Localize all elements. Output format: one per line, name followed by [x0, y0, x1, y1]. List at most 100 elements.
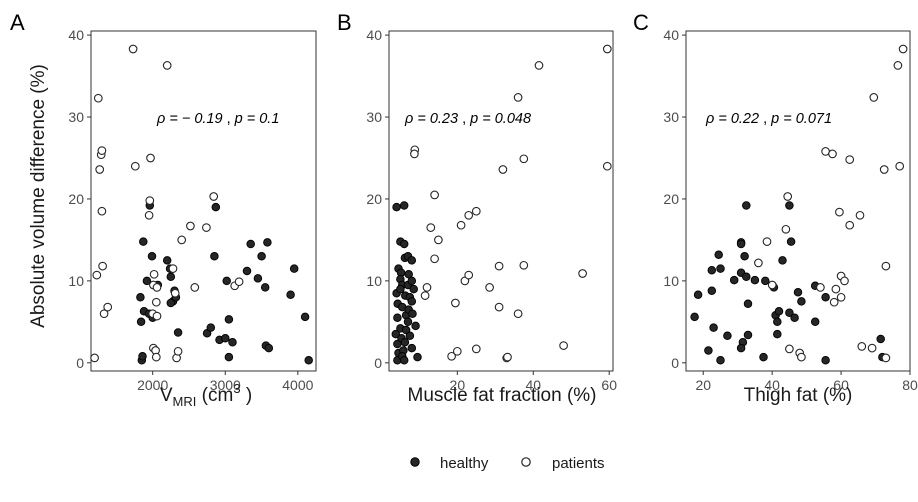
x-title-sub-a: MRI: [173, 394, 197, 409]
patient-point: [209, 192, 219, 201]
annotation-p-a: p = 0.1: [234, 111, 280, 127]
healthy-point: [723, 331, 732, 341]
healthy-point: [742, 201, 751, 210]
healthy-point: [392, 202, 401, 212]
patient-point: [845, 220, 855, 230]
patient-point: [471, 206, 481, 216]
patient-point: [426, 223, 436, 232]
y-tick-label: 30: [366, 109, 382, 125]
patient-point: [836, 292, 846, 302]
patient-point: [578, 269, 587, 278]
patient-point: [162, 61, 172, 70]
patient-point: [97, 206, 107, 216]
annotation-c: ρ = 0.22 , p = 0.071: [705, 111, 832, 127]
patient-point: [816, 283, 825, 292]
x-axis-title-c: Thigh fat (%): [744, 385, 853, 406]
annotation-sep-a: ,: [223, 111, 235, 127]
healthy-point: [242, 266, 252, 276]
healthy-point: [690, 312, 699, 322]
patient-point: [513, 93, 523, 102]
patient-point: [534, 61, 544, 70]
healthy-point: [729, 275, 739, 285]
healthy-point: [300, 312, 310, 322]
legend-marker-healthy: [410, 457, 420, 467]
healthy-point: [773, 317, 782, 327]
healthy-point: [210, 252, 219, 261]
patient-point: [128, 44, 138, 54]
patient-point: [829, 297, 839, 307]
healthy-point: [407, 343, 417, 353]
y-tick-label: 0: [374, 355, 382, 371]
healthy-point: [714, 250, 723, 259]
y-tick-label: 40: [366, 27, 382, 43]
healthy-point: [224, 352, 234, 362]
patient-point: [452, 346, 462, 356]
points-b: [391, 44, 612, 365]
healthy-point: [736, 343, 746, 353]
y-ticks-c: 0 10 20 30 40: [663, 27, 686, 371]
patient-point: [494, 302, 504, 312]
patient-point: [895, 161, 905, 171]
patient-point: [762, 237, 772, 246]
patient-point: [879, 165, 889, 174]
x-tick-label: 40: [525, 377, 541, 393]
y-tick-label: 40: [68, 27, 84, 43]
healthy-point: [704, 346, 713, 355]
healthy-point: [716, 264, 725, 273]
healthy-point: [173, 328, 183, 337]
healthy-point: [785, 201, 794, 210]
healthy-point: [821, 293, 830, 302]
x-title-unit-a: (cm: [196, 385, 233, 406]
y-tick-label: 20: [366, 191, 382, 207]
patient-point: [893, 61, 903, 70]
healthy-point: [147, 252, 157, 261]
panel-label-a: A: [10, 10, 25, 35]
panel-label-b: B: [337, 10, 352, 35]
y-ticks-b: 0 10 20 30 40: [366, 27, 389, 371]
plot-frame-b: [388, 30, 614, 372]
y-axis-title: Absolute volume difference (%): [28, 64, 49, 328]
y-tick-label: 0: [76, 355, 84, 371]
annotation-p-b: p = 0.048: [469, 111, 531, 127]
patient-point: [410, 149, 419, 159]
patient-point: [781, 224, 791, 234]
patient-point: [767, 280, 777, 290]
healthy-point: [707, 286, 717, 295]
annotation-rho-c: ρ = 0.22: [705, 111, 759, 127]
panel-a: A 0 10 20 30 40 2000 3000 4000 ρ = − 0.19 , p …: [10, 10, 317, 409]
y-tick-label: 30: [663, 109, 679, 125]
healthy-point: [393, 313, 402, 322]
healthy-point: [773, 329, 782, 339]
healthy-point: [162, 256, 172, 265]
legend-label-patients: patients: [552, 455, 605, 472]
healthy-point: [263, 238, 272, 247]
patient-point: [93, 93, 103, 103]
healthy-point: [774, 306, 784, 316]
annotation-sep-b: ,: [458, 111, 470, 127]
healthy-point: [405, 331, 415, 341]
healthy-point: [139, 237, 148, 246]
patient-point: [103, 302, 113, 312]
patient-point: [797, 352, 806, 362]
healthy-point: [166, 298, 176, 308]
patient-point: [881, 261, 891, 271]
healthy-point: [709, 323, 718, 332]
healthy-point: [211, 202, 221, 212]
healthy-point: [797, 297, 806, 306]
healthy-point: [742, 272, 751, 282]
x-ticks-c: 20 40 60 80: [695, 371, 918, 393]
healthy-point: [264, 343, 274, 353]
healthy-point: [707, 265, 717, 275]
x-ticks-a: 2000 3000 4000: [137, 371, 314, 393]
healthy-point: [399, 201, 409, 210]
patient-point: [146, 153, 155, 163]
legend-label-healthy: healthy: [440, 455, 489, 472]
healthy-point: [408, 309, 417, 318]
healthy-point: [793, 288, 803, 297]
patient-point: [430, 190, 439, 200]
x-title-sup-a: 3: [233, 381, 240, 396]
patient-point: [430, 254, 439, 264]
legend: healthy patients: [410, 455, 605, 472]
x-axis-title-b: Muscle fat fraction (%): [408, 385, 597, 406]
patient-point: [494, 261, 504, 271]
